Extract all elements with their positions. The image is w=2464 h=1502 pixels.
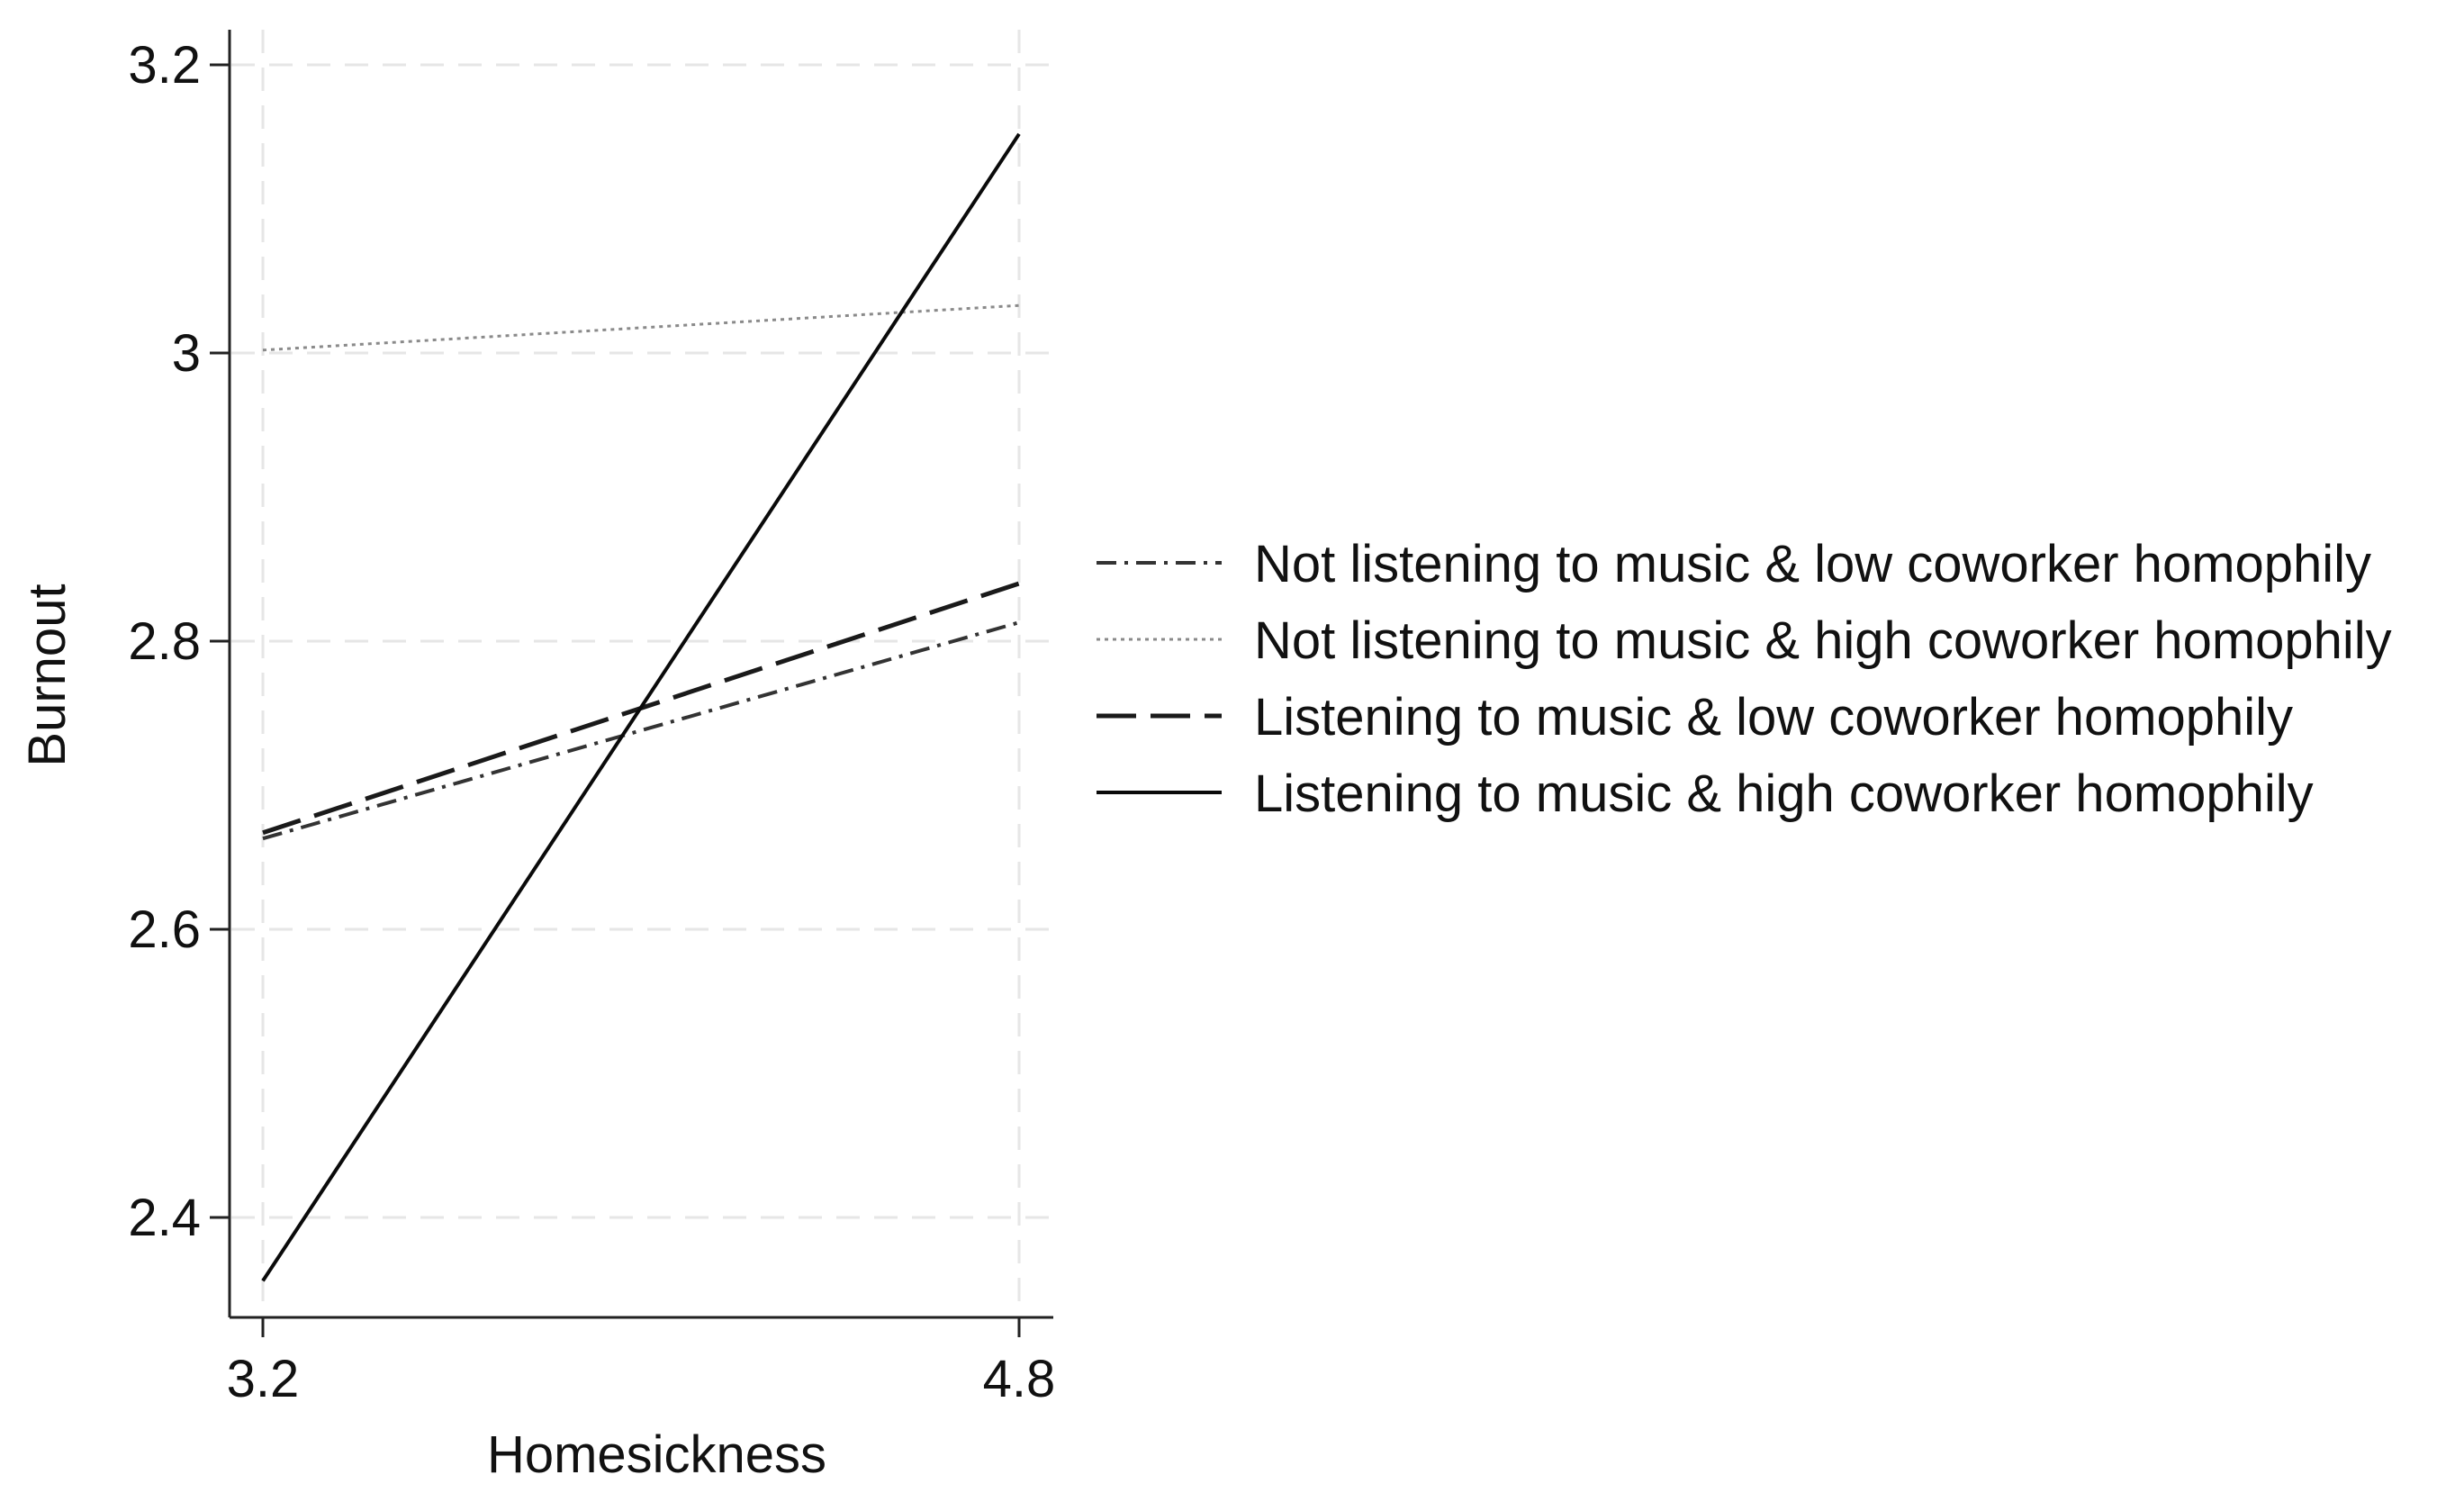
y-axis-title: Burnout bbox=[18, 584, 77, 766]
legend: Not listening to music & low coworker ho… bbox=[1097, 535, 2392, 823]
x-tick-label: 3.2 bbox=[227, 1350, 300, 1408]
x-axis-title: Homesickness bbox=[487, 1425, 826, 1484]
x-tick-label: 4.8 bbox=[983, 1350, 1056, 1408]
grid-lines bbox=[231, 30, 1053, 1316]
y-tick-label: 2.8 bbox=[128, 612, 201, 671]
legend-label: Not listening to music & high coworker h… bbox=[1254, 611, 2392, 670]
axes bbox=[228, 30, 1053, 1319]
legend-label: Listening to music & low coworker homoph… bbox=[1254, 688, 2293, 746]
legend-label: Not listening to music & low coworker ho… bbox=[1254, 535, 2371, 593]
tick-labels: 2.4 2.6 2.8 3 3.2 3.2 4.8 bbox=[128, 36, 1055, 1408]
series-lines bbox=[261, 132, 1021, 1282]
y-tick-label: 2.6 bbox=[128, 900, 201, 959]
y-tick-label: 2.4 bbox=[128, 1189, 201, 1247]
legend-label: Listening to music & high coworker homop… bbox=[1254, 765, 2314, 823]
series-line-2 bbox=[262, 303, 1020, 352]
y-tick-label: 3 bbox=[172, 324, 201, 383]
series-line-4 bbox=[261, 132, 1021, 1282]
y-tick-label: 3.2 bbox=[128, 36, 201, 95]
series-line-1 bbox=[262, 620, 1020, 841]
